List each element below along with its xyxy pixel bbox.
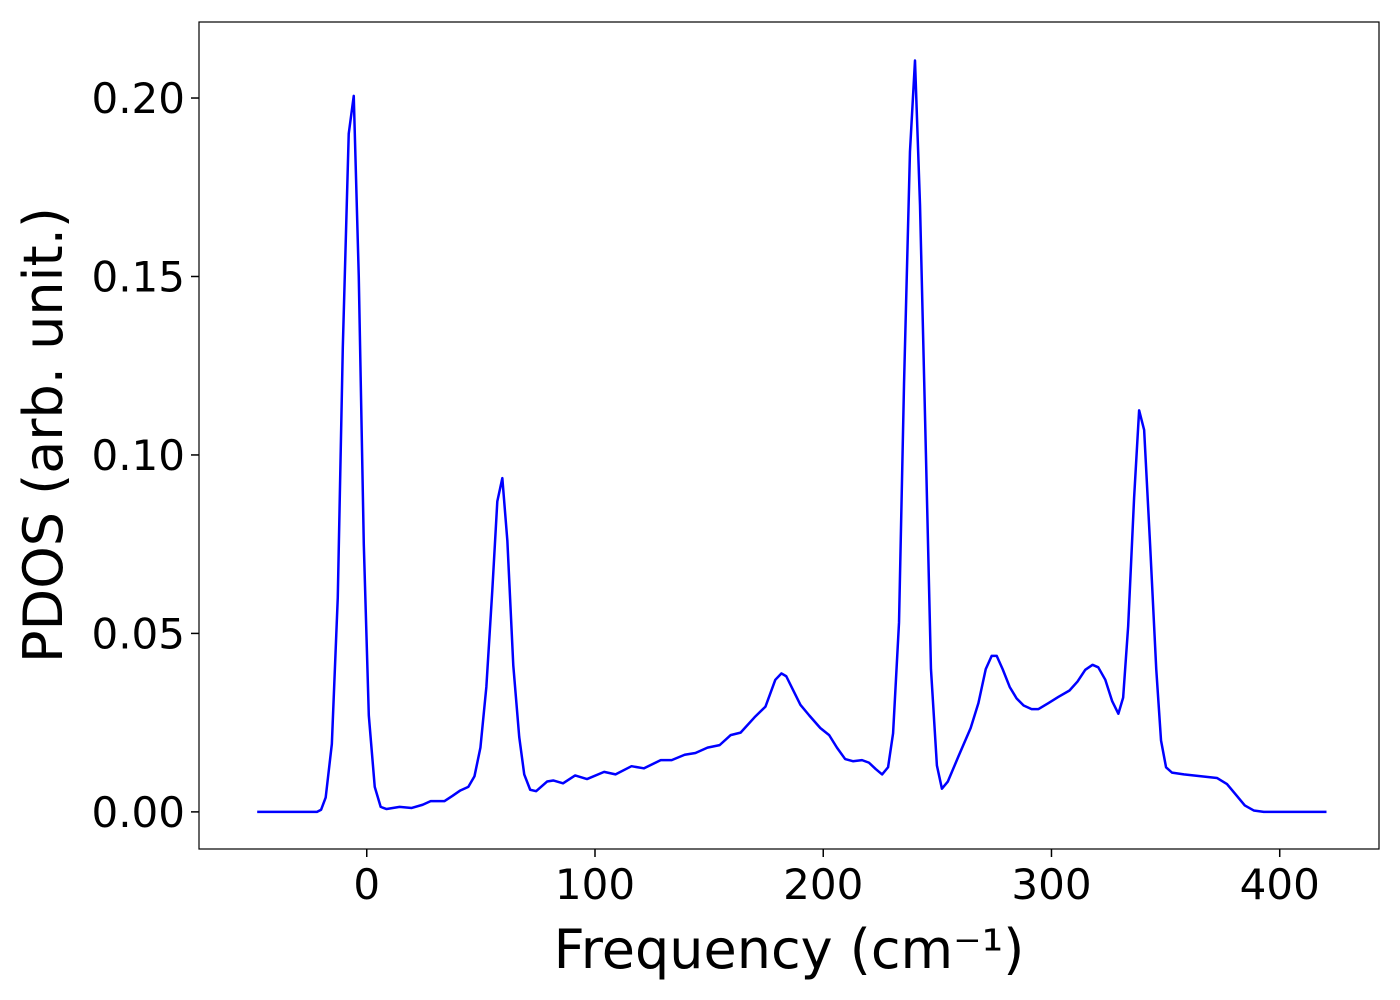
x-tick-label: 200: [783, 860, 863, 909]
y-tick-label: 0.15: [91, 252, 185, 301]
y-tick-label: 0.05: [91, 609, 185, 658]
x-axis-label: Frequency (cm⁻¹): [554, 918, 1025, 981]
x-tick-label: 400: [1240, 860, 1320, 909]
data-line: [257, 59, 1327, 814]
y-axis-label: PDOS (arb. unit.): [12, 207, 75, 663]
plot-frame: [198, 21, 1380, 850]
x-tick-label: 100: [555, 860, 635, 909]
y-tick-label: 0.10: [91, 431, 185, 480]
x-tick-label: 300: [1011, 860, 1091, 909]
y-tick-label: 0.00: [91, 788, 185, 837]
y-tick-label: 0.20: [91, 74, 185, 123]
x-tick-label: 0: [353, 860, 380, 909]
